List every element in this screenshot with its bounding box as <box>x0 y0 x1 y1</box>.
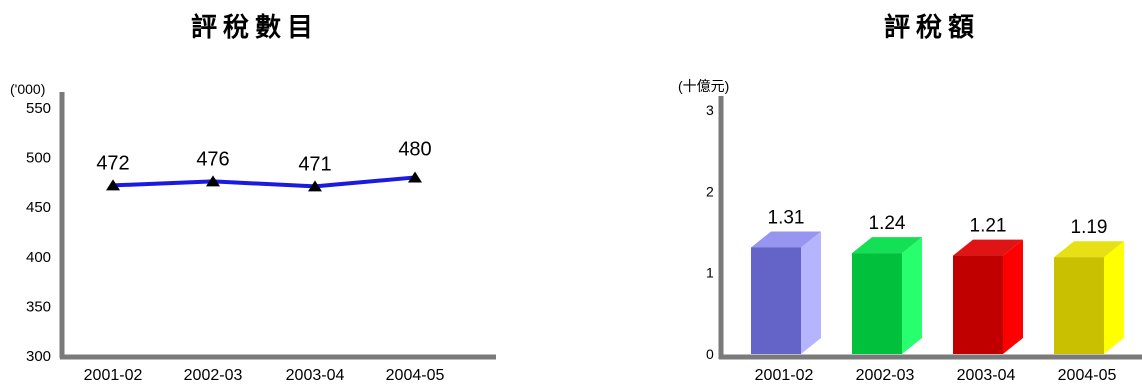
data-label: 1.24 <box>869 213 906 234</box>
bar <box>953 239 1023 354</box>
data-label: 472 <box>96 152 129 174</box>
bar-front <box>852 253 902 354</box>
data-label: 1.31 <box>768 207 805 228</box>
bar-side <box>1003 239 1023 354</box>
y-tick-label: 300 <box>26 348 51 365</box>
y-unit-label: ('000) <box>10 81 45 97</box>
x-tick-label: 2002-03 <box>856 367 915 383</box>
chart-title: 評稅數目 <box>191 12 319 42</box>
data-point-marker <box>308 180 322 192</box>
x-tick-label: 2004-05 <box>1058 367 1117 383</box>
data-point-marker <box>206 175 220 187</box>
bar-side <box>902 237 922 354</box>
data-label: 476 <box>196 148 229 170</box>
y-tick-label: 500 <box>26 150 51 167</box>
chart-title: 評稅額 <box>884 12 980 42</box>
y-tick-label: 2 <box>706 183 714 199</box>
assessed-amount-bar-chart: 評稅額 (十億元) 0 1 2 3 2001-02 2002-03 2003-04 2004… <box>678 12 1142 384</box>
bar-front <box>751 247 801 354</box>
y-tick-label: 3 <box>706 102 714 118</box>
bar-top <box>1054 241 1124 258</box>
bar-front <box>1054 257 1104 354</box>
x-tick-label: 2004-05 <box>386 367 445 383</box>
bar <box>751 231 821 354</box>
bar-front <box>953 255 1003 354</box>
data-label: 471 <box>298 153 331 175</box>
y-tick-label: 450 <box>26 199 51 216</box>
data-label: 1.21 <box>970 216 1007 237</box>
bar <box>852 237 922 354</box>
x-tick-label: 2003-04 <box>957 367 1016 383</box>
y-unit-label: (十億元) <box>678 78 729 94</box>
bar-top <box>751 231 821 248</box>
bar-side <box>1104 241 1124 354</box>
assessments-line-chart: 評稅數目 ('000) 300 350 400 450 500 550 2001-02 20… <box>10 12 496 384</box>
data-label: 480 <box>398 138 431 160</box>
y-tick-label: 550 <box>26 100 51 117</box>
y-tick-label: 350 <box>26 298 51 315</box>
bar-side <box>801 231 821 354</box>
x-tick-label: 2001-02 <box>84 367 143 383</box>
x-tick-label: 2003-04 <box>286 367 345 383</box>
series-line <box>112 175 416 189</box>
bar-top <box>953 239 1023 256</box>
bar <box>1054 241 1124 354</box>
y-tick-label: 1 <box>706 265 714 281</box>
x-tick-label: 2002-03 <box>184 367 243 383</box>
data-point-marker <box>106 179 120 191</box>
y-tick-label: 400 <box>26 249 51 266</box>
bar-top <box>852 237 922 254</box>
data-label: 1.19 <box>1071 217 1108 238</box>
y-tick-label: 0 <box>706 346 714 362</box>
data-point-marker <box>408 171 422 183</box>
x-tick-label: 2001-02 <box>755 367 814 383</box>
